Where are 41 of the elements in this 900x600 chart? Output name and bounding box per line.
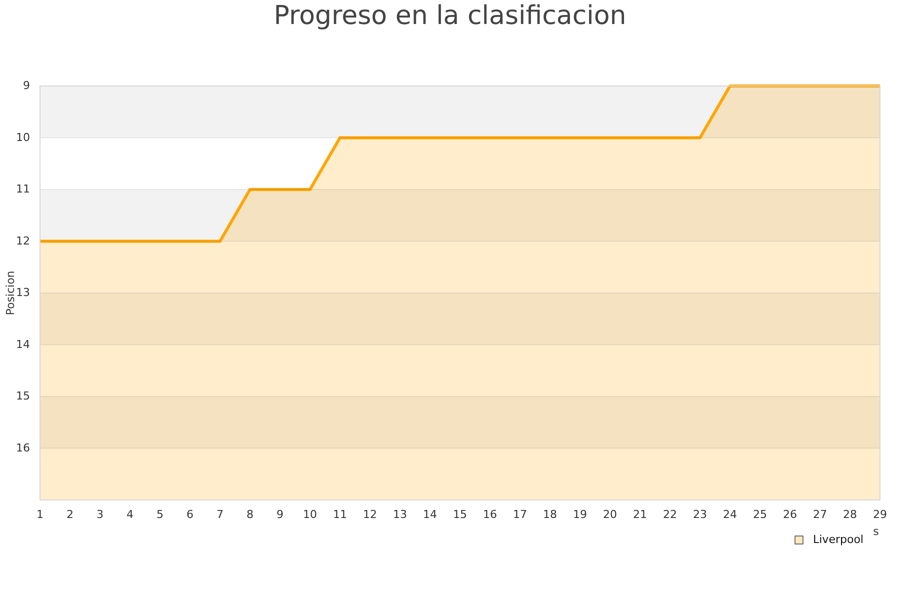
x-tick-label: 17 [513,508,527,521]
x-tick-label: 1 [36,508,44,521]
chart-title: Progreso en la clasificacion [274,1,626,31]
x-tick-label: 10 [303,508,317,521]
y-axis-title: Posicion [4,270,17,316]
x-tick-label: 26 [783,508,797,521]
legend-label: Liverpool [813,533,864,546]
x-tick-label: 20 [603,508,617,521]
x-tick-label: 7 [216,508,224,521]
x-axis-title: s [873,525,880,538]
x-tick-label: 8 [246,508,254,521]
x-tick-label: 13 [393,508,407,521]
x-tick-label: 5 [156,508,164,521]
y-tick-label: 10 [16,130,30,144]
y-tick-label: 13 [16,286,30,300]
x-tick-label: 21 [633,508,647,521]
y-tick-label: 12 [16,234,30,248]
x-tick-label: 22 [663,508,677,521]
x-tick-label: 19 [573,508,587,521]
y-tick-label: 15 [16,390,30,403]
x-tick-label: 16 [483,508,497,521]
x-tick-label: 6 [186,508,194,521]
x-tick-label: 29 [873,508,887,521]
x-tick-label: 18 [543,508,557,521]
x-tick-label: 3 [96,508,104,521]
x-tick-label: 11 [333,508,347,521]
x-tick-label: 27 [813,508,827,521]
x-tick-label: 24 [723,508,737,521]
y-tick-label: 11 [16,182,30,196]
x-tick-label: 23 [693,508,707,521]
y-tick-label: 9 [23,79,30,92]
y-tick-label: 16 [16,441,30,454]
x-tick-label: 14 [423,508,437,521]
x-tick-label: 9 [276,508,284,521]
x-tick-label: 28 [843,508,857,521]
x-tick-label: 25 [753,508,767,521]
x-tick-label: 15 [453,508,467,521]
x-tick-label: 2 [66,508,74,521]
x-tick-label: 4 [126,508,134,521]
y-tick-label: 14 [16,338,30,351]
x-tick-label: 12 [363,508,377,521]
